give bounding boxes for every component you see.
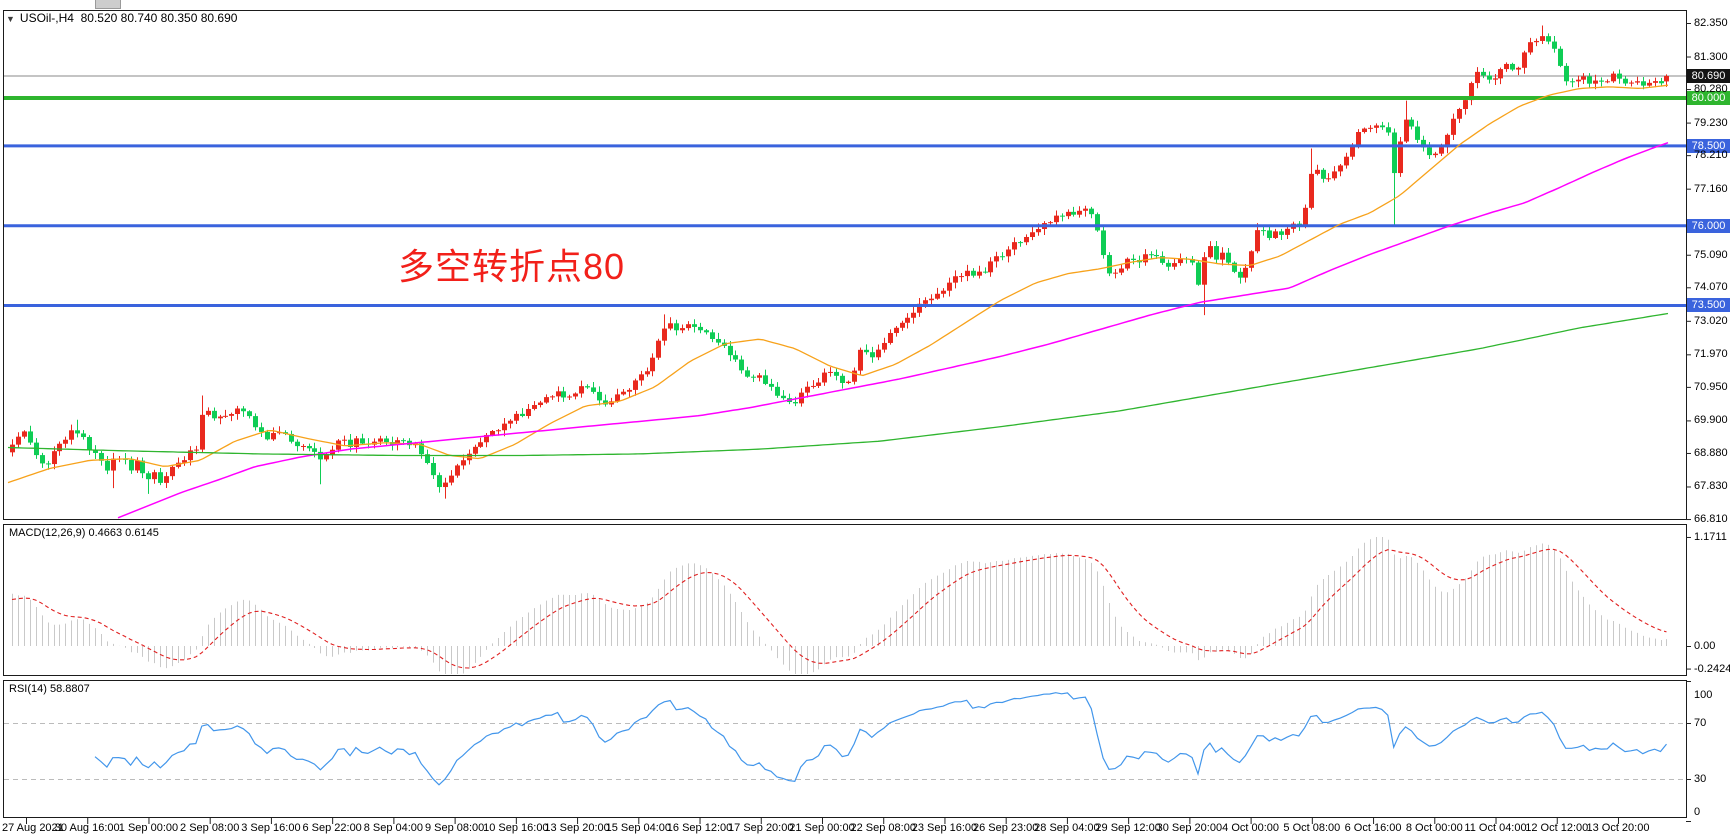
- chart-title: ▼ USOil-,H4 80.520 80.740 80.350 80.690: [6, 11, 237, 25]
- price-level-lines[interactable]: [4, 96, 1686, 307]
- time-axis-ticks: [26, 818, 1619, 824]
- symbol-timeframe-label: USOil-,H4: [19, 11, 74, 25]
- candles-layer: [10, 25, 1669, 499]
- ma-slow-green: [7, 312, 1669, 457]
- macd-signal-line: [11, 548, 1667, 669]
- symbol-dropdown-icon[interactable]: ▼: [6, 14, 15, 24]
- macd-indicator-label: MACD(12,26,9) 0.4663 0.6145: [9, 527, 159, 539]
- ohlc-values: 80.520 80.740 80.350 80.690: [80, 11, 238, 25]
- price-axis-ticks: [1686, 23, 1691, 521]
- window-top-strip: [0, 0, 1730, 10]
- chart-text-annotation: 多空转折点80: [398, 246, 626, 287]
- ma-fast-orange: [7, 84, 1669, 484]
- rsi-indicator-label: RSI(14) 58.8807: [9, 683, 90, 695]
- panel-borders: [3, 10, 1687, 818]
- ma-mid-magenta: [117, 141, 1669, 519]
- macd-histogram: [12, 536, 1667, 674]
- panel-divider-tab[interactable]: [95, 0, 121, 9]
- rsi-line: [94, 692, 1667, 786]
